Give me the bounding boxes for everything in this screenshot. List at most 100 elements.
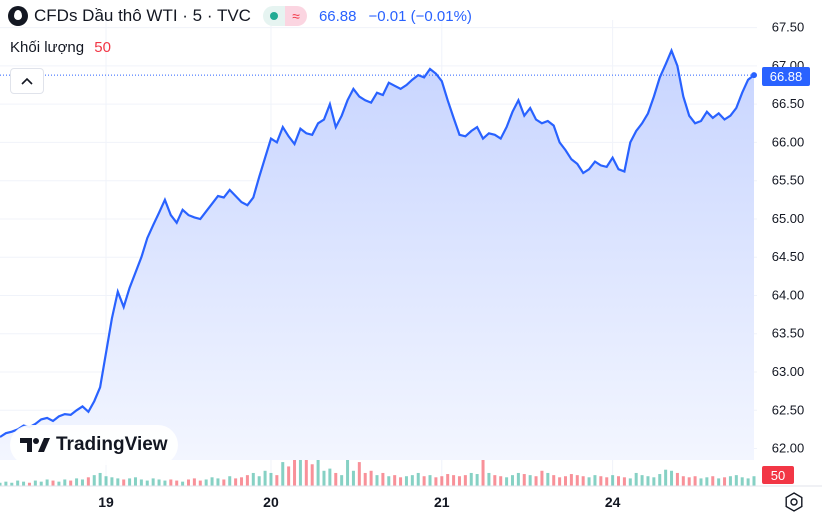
volume-bar	[634, 472, 638, 486]
volume-bar	[133, 477, 137, 486]
y-tick-label: 66.50	[772, 96, 805, 111]
volume-bar	[611, 475, 615, 486]
volume-tag-label: 50	[771, 468, 785, 483]
volume-bar	[281, 462, 285, 486]
volume-bar	[599, 476, 603, 486]
volume-bar	[670, 470, 674, 486]
volume-bar	[546, 472, 550, 486]
volume-bar	[675, 472, 679, 486]
volume-bar	[510, 475, 514, 486]
volume-bar	[363, 472, 367, 486]
last-price-label: 66.88	[770, 69, 803, 84]
volume-legend[interactable]: Khối lượng 50	[10, 39, 111, 56]
volume-bar	[22, 481, 26, 486]
x-tick-label: 21	[434, 494, 450, 510]
volume-bar	[228, 476, 232, 486]
volume-bar	[39, 481, 43, 486]
chevron-up-icon	[21, 77, 33, 85]
volume-bar	[198, 480, 202, 486]
volume-bar	[92, 475, 96, 486]
volume-bar	[463, 475, 467, 486]
volume-bar	[157, 479, 161, 486]
tradingview-logo-icon	[20, 438, 50, 452]
y-tick-label: 63.00	[772, 364, 805, 379]
last-price-tag: 66.88	[762, 67, 810, 86]
volume-bar	[658, 474, 662, 486]
volume-bar	[381, 472, 385, 486]
x-tick-label: 24	[605, 494, 621, 510]
volume-bar	[63, 479, 67, 486]
volume-bar	[328, 468, 332, 486]
volume-bar	[263, 470, 267, 486]
collapse-button[interactable]	[10, 68, 44, 94]
volume-value: 50	[94, 39, 111, 56]
volume-bar	[80, 479, 84, 486]
gear-icon[interactable]	[784, 492, 804, 512]
volume-bar	[122, 479, 126, 486]
volume-bar	[505, 477, 509, 486]
tradingview-logo[interactable]: TradingView	[10, 425, 178, 465]
volume-bar	[734, 475, 738, 486]
volume-bar	[664, 469, 668, 486]
y-tick-label: 65.00	[772, 211, 805, 226]
volume-bar	[440, 476, 444, 486]
volume-bar	[457, 476, 461, 486]
volume-bar	[69, 480, 73, 486]
volume-bar	[717, 478, 721, 486]
volume-bar	[646, 476, 650, 486]
oil-drop-icon	[8, 6, 28, 26]
volume-bar	[322, 470, 326, 486]
volume-bar	[257, 476, 261, 486]
volume-tag: 50	[762, 466, 794, 484]
y-tick-label: 64.00	[772, 287, 805, 302]
volume-bar	[86, 477, 90, 486]
volume-bar	[622, 477, 626, 486]
volume-bar	[410, 475, 414, 486]
x-axis[interactable]: 19 20 21 24	[0, 485, 822, 510]
brand-name: TradingView	[56, 434, 168, 455]
symbol-title[interactable]: CFDs Dầu thô WTI · 5 · TVC	[34, 6, 251, 25]
volume-bar	[499, 476, 503, 486]
volume-bar	[369, 470, 373, 486]
volume-bar	[711, 476, 715, 486]
volume-bar	[222, 479, 226, 486]
volume-bar	[104, 476, 108, 486]
volume-bar	[98, 472, 102, 486]
volume-bar	[699, 478, 703, 486]
volume-bar	[245, 475, 249, 486]
volume-bar	[169, 479, 173, 486]
volume-bar	[552, 475, 556, 486]
volume-bar	[564, 476, 567, 486]
volume-bar	[581, 476, 585, 486]
volume-bar	[575, 475, 579, 486]
volume-bar	[481, 455, 485, 486]
approx-icon: ≈	[284, 6, 307, 26]
volume-bar	[587, 477, 591, 486]
volume-bar	[145, 480, 149, 486]
volume-bar	[51, 480, 55, 486]
volume-bar	[605, 477, 609, 486]
volume-bar	[234, 478, 238, 486]
volume-bar	[446, 474, 450, 486]
volume-bar	[428, 475, 432, 486]
volume-bar	[16, 480, 20, 486]
market-status-pill[interactable]: ≈	[262, 6, 307, 26]
y-tick-label: 66.00	[772, 134, 805, 149]
volume-bar	[617, 476, 621, 486]
volume-bar	[304, 458, 308, 486]
volume-bar	[310, 464, 314, 486]
volume-bar	[522, 474, 526, 486]
y-tick-label: 65.50	[772, 173, 805, 188]
volume-bar	[110, 477, 114, 486]
volume-bar	[287, 466, 291, 486]
volume-bar	[4, 481, 8, 486]
volume-bar	[163, 480, 167, 486]
volume-bar	[693, 476, 697, 486]
quote-change: −0.01 (−0.01%)	[368, 7, 472, 25]
volume-bar	[569, 474, 573, 486]
volume-bar	[57, 481, 61, 486]
y-axis[interactable]: 67.5067.0066.5066.0065.5065.0064.5064.00…	[772, 20, 805, 456]
volume-bar	[723, 477, 727, 486]
volume-bar	[681, 476, 685, 486]
y-tick-label: 62.00	[772, 441, 805, 456]
